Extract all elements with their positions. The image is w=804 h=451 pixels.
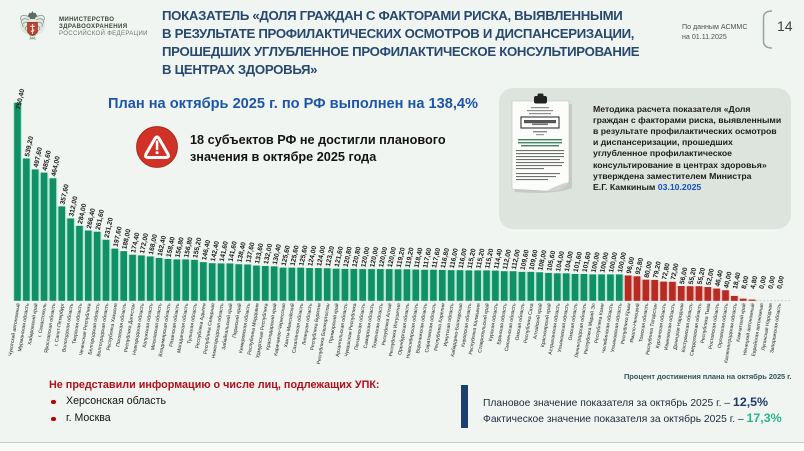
- svg-text:132,00: 132,00: [263, 243, 274, 265]
- svg-text:119,20: 119,20: [405, 247, 416, 269]
- svg-text:72,80: 72,80: [661, 262, 671, 280]
- svg-text:120,80: 120,80: [343, 246, 354, 268]
- svg-text:101,60: 101,60: [582, 251, 593, 273]
- svg-text:284,00: 284,00: [77, 203, 88, 225]
- svg-text:112,00: 112,00: [502, 249, 513, 271]
- svg-text:52,00: 52,00: [706, 268, 716, 286]
- svg-text:197,60: 197,60: [113, 226, 124, 248]
- svg-text:46,40: 46,40: [714, 269, 724, 287]
- svg-text:114,40: 114,40: [493, 248, 504, 270]
- svg-text:Курская область: Курская область: [488, 303, 500, 342]
- svg-text:539,20: 539,20: [24, 135, 35, 157]
- svg-text:40,00: 40,00: [723, 271, 733, 289]
- svg-text:116,00: 116,00: [449, 248, 460, 270]
- svg-text:56,00: 56,00: [679, 267, 689, 285]
- svg-text:116,00: 116,00: [458, 248, 469, 270]
- svg-text:0,00: 0,00: [759, 275, 769, 290]
- svg-text:115,20: 115,20: [467, 248, 478, 270]
- svg-text:497,60: 497,60: [33, 146, 44, 168]
- svg-text:72,00: 72,00: [670, 262, 680, 280]
- svg-text:117,60: 117,60: [422, 247, 433, 269]
- svg-text:120,00: 120,00: [360, 246, 371, 268]
- svg-text:109,60: 109,60: [520, 249, 531, 271]
- svg-text:155,20: 155,20: [192, 237, 203, 259]
- svg-text:100,00: 100,00: [599, 251, 610, 273]
- svg-text:100,00: 100,00: [617, 251, 628, 273]
- svg-text:112,00: 112,00: [511, 249, 522, 271]
- svg-text:188,00: 188,00: [121, 228, 132, 250]
- svg-text:172,00: 172,00: [139, 232, 150, 254]
- svg-text:120,00: 120,00: [369, 246, 380, 268]
- svg-text:312,00: 312,00: [68, 195, 79, 217]
- svg-text:8,00: 8,00: [741, 275, 751, 290]
- svg-text:231,20: 231,20: [104, 217, 115, 239]
- svg-text:119,20: 119,20: [396, 247, 407, 269]
- svg-text:485,60: 485,60: [42, 150, 53, 172]
- svg-text:117,60: 117,60: [431, 247, 442, 269]
- svg-text:0,00: 0,00: [776, 275, 786, 290]
- svg-text:261,60: 261,60: [95, 209, 106, 231]
- svg-text:118,40: 118,40: [413, 247, 424, 269]
- svg-text:158,40: 158,40: [166, 236, 177, 258]
- svg-text:г. Севастополь: г. Севастополь: [37, 303, 48, 338]
- svg-text:141,60: 141,60: [219, 240, 230, 262]
- svg-text:125,60: 125,60: [281, 245, 292, 267]
- svg-text:115,20: 115,20: [475, 248, 486, 270]
- svg-text:4,80: 4,80: [750, 275, 760, 290]
- svg-text:105,60: 105,60: [546, 250, 557, 272]
- svg-text:138,40: 138,40: [236, 241, 247, 263]
- svg-text:162,40: 162,40: [157, 235, 168, 257]
- svg-text:174,40: 174,40: [130, 232, 141, 254]
- svg-text:96,00: 96,00: [626, 256, 636, 274]
- svg-text:115,20: 115,20: [484, 248, 495, 270]
- svg-text:125,60: 125,60: [290, 245, 301, 267]
- svg-text:18,40: 18,40: [732, 271, 742, 289]
- svg-text:104,00: 104,00: [555, 250, 566, 272]
- svg-text:464,00: 464,00: [51, 155, 62, 177]
- svg-text:Омская область: Омская область: [568, 303, 580, 341]
- svg-text:137,60: 137,60: [245, 241, 256, 263]
- svg-text:Омская область: Омская область: [515, 303, 527, 341]
- svg-text:146,40: 146,40: [201, 239, 212, 261]
- svg-text:142,40: 142,40: [210, 240, 221, 262]
- svg-text:141,60: 141,60: [228, 240, 239, 262]
- svg-text:156,80: 156,80: [183, 236, 194, 258]
- svg-text:104,00: 104,00: [564, 250, 575, 272]
- svg-text:123,20: 123,20: [325, 245, 336, 267]
- svg-text:750,40: 750,40: [15, 88, 26, 110]
- svg-text:124,00: 124,00: [316, 245, 327, 267]
- svg-text:130,40: 130,40: [272, 243, 283, 265]
- svg-text:55,20: 55,20: [697, 267, 707, 285]
- svg-text:120,00: 120,00: [387, 246, 398, 268]
- svg-text:133,60: 133,60: [254, 243, 265, 265]
- svg-text:125,60: 125,60: [298, 245, 309, 267]
- svg-text:156,80: 156,80: [175, 236, 186, 258]
- svg-text:100,00: 100,00: [608, 251, 619, 273]
- svg-text:109,60: 109,60: [529, 249, 540, 271]
- svg-text:357,60: 357,60: [59, 183, 70, 205]
- svg-text:168,00: 168,00: [148, 233, 159, 255]
- svg-text:55,20: 55,20: [688, 267, 698, 285]
- svg-text:124,00: 124,00: [307, 245, 318, 267]
- svg-text:108,00: 108,00: [537, 249, 548, 271]
- svg-text:120,80: 120,80: [352, 246, 363, 268]
- svg-text:92,80: 92,80: [635, 257, 645, 275]
- svg-text:79,20: 79,20: [652, 261, 662, 279]
- svg-text:116,80: 116,80: [440, 247, 451, 269]
- svg-text:0,00: 0,00: [767, 275, 777, 290]
- svg-text:120,00: 120,00: [378, 246, 389, 268]
- svg-text:100,00: 100,00: [590, 251, 601, 273]
- svg-text:266,40: 266,40: [86, 207, 97, 229]
- svg-text:101,60: 101,60: [573, 251, 584, 273]
- svg-text:80,00: 80,00: [644, 260, 654, 278]
- svg-text:121,60: 121,60: [334, 246, 345, 268]
